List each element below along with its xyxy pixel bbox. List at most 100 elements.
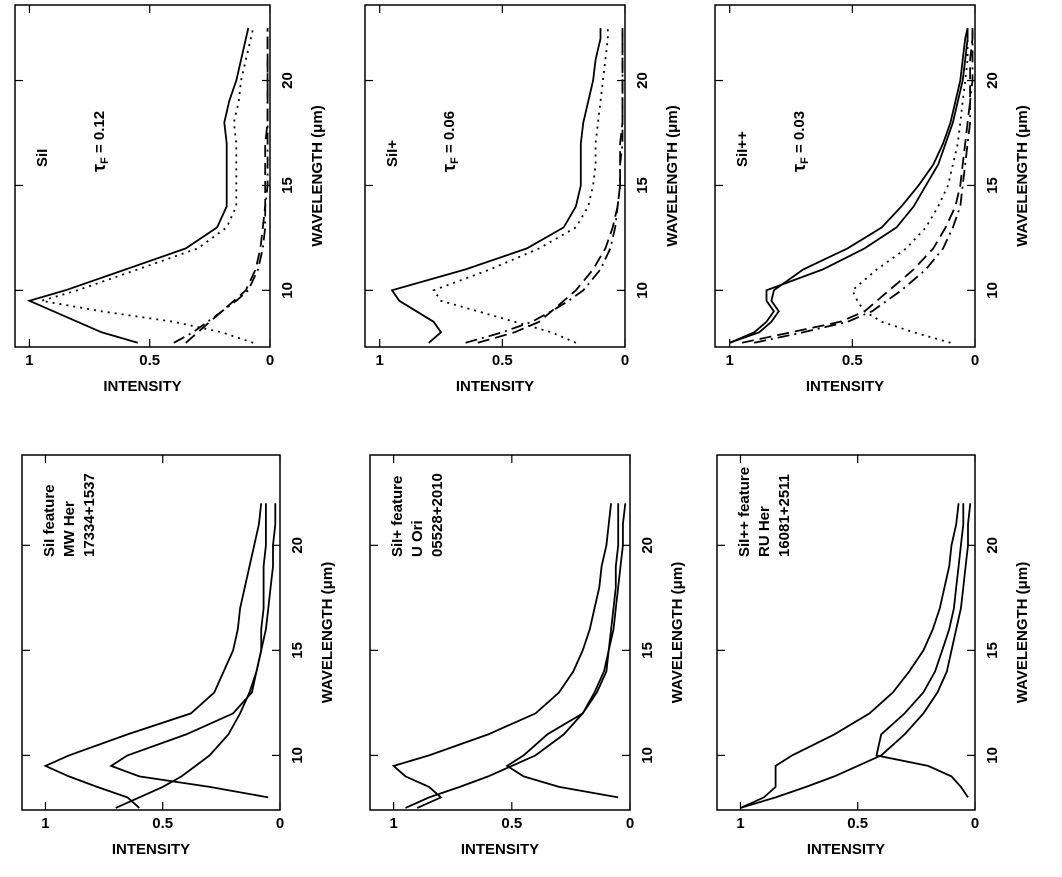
tau-value: = 0.06 [441,111,458,157]
spectrum-line [109,503,269,799]
annotation: SiI++ feature [736,467,753,557]
y-axis-label: INTENSITY [807,841,885,858]
spectrum-line [43,503,263,809]
spectrum-line [740,503,960,809]
annotation: 05528+2010 [429,473,446,557]
y-tick-label: 1 [726,352,734,369]
y-tick-label: 0.5 [152,815,173,832]
spectrum-line [390,28,602,344]
y-tick-label: 0.5 [139,352,160,369]
x-tick-label: 15 [289,642,306,659]
x-tick-label: 10 [639,747,656,764]
x-axis-label: WAVELENGTH (μm) [664,105,681,246]
panel: 10 15 20 0 0.5 1 WAVELENGTH (μm) INTENSITY SiI++… [716,454,1031,858]
tau-value: = 0.12 [91,111,108,157]
y-tick-label: 0 [276,815,284,832]
annotation: SiI++ [734,131,751,167]
annotation: MW Her [61,501,78,557]
annotation: SiI [34,149,51,167]
x-axis-label: WAVELENGTH (μm) [1014,562,1031,703]
y-tick-label: 1 [41,815,49,832]
x-axis-label: WAVELENGTH (μm) [319,562,336,703]
tau-annotation: τF = 0.03 [789,111,811,172]
y-tick-label: 1 [376,352,384,369]
panel: 10 15 20 0 0.5 1 WAVELENGTH (μm) INTENSITY SiI+ … [369,454,686,858]
x-axis-label: WAVELENGTH (μm) [309,105,326,246]
tau-subscript: F [449,157,461,164]
spectrum-line [851,28,969,344]
spectrum-line [465,28,624,344]
x-tick-label: 10 [984,747,1001,764]
x-tick-label: 20 [289,537,306,554]
panel: 10 15 20 0 0.5 1 WAVELENGTH (μm) INTENSITY SiI+ τ… [364,4,681,395]
x-tick-label: 15 [984,177,1001,194]
y-tick-label: 1 [736,815,744,832]
annotation: SiI+ [384,140,401,167]
y-tick-label: 0.5 [842,352,863,369]
spectrum-line [729,27,969,344]
spectrum-line [173,28,269,344]
x-tick-label: 15 [639,642,656,659]
spectrum-line [754,28,974,344]
spectrum-line [505,503,620,799]
spectrum-line [740,503,972,809]
plot-frame [21,454,281,811]
y-axis-label: INTENSITY [461,841,539,858]
x-tick-label: 15 [984,642,1001,659]
tau-annotation: τF = 0.06 [439,111,461,172]
tau-subscript: F [99,157,111,164]
tau-symbol: τ [789,164,809,172]
y-tick-label: 0 [266,352,274,369]
y-tick-label: 0 [626,815,634,832]
x-tick-label: 10 [289,747,306,764]
panel: 10 15 20 0 0.5 1 WAVELENGTH (μm) INTENSITY SiI++… [714,4,1031,395]
y-axis-label: INTENSITY [806,378,884,395]
spectrum-line [405,503,627,809]
plot-frame [14,4,271,348]
y-tick-label: 0.5 [847,815,868,832]
y-tick-label: 1 [25,352,33,369]
panel: 10 15 20 0 0.5 1 WAVELENGTH (μm) INTENSITY SiI τF… [14,4,326,395]
annotation: RU Her [756,506,773,557]
annotation: 16081+2511 [776,474,793,557]
y-tick-label: 1 [389,815,397,832]
spectrum-line [729,28,969,344]
x-axis-label: WAVELENGTH (μm) [1014,105,1031,246]
x-tick-label: 15 [279,177,296,194]
x-tick-label: 10 [279,282,296,299]
annotation: SiI feature [41,484,58,557]
y-tick-label: 0 [621,352,629,369]
spectrum-line [115,503,277,809]
plot-frame [716,454,976,811]
annotation: 17334+1537 [81,473,98,557]
y-axis-label: INTENSITY [103,378,181,395]
y-tick-label: 0 [971,815,979,832]
tau-subscript: F [799,157,811,164]
spectrum-line [26,27,250,344]
y-axis-label: INTENSITY [456,378,534,395]
x-axis-label: WAVELENGTH (μm) [669,562,686,703]
plot-frame [714,4,976,348]
tau-annotation: τF = 0.12 [89,111,111,172]
y-axis-label: INTENSITY [112,841,190,858]
annotation: SiI+ feature [389,476,406,557]
y-tick-label: 0 [971,352,979,369]
spectrum-line [391,503,612,809]
spectrum-line [741,28,974,344]
tau-value: = 0.03 [791,111,808,157]
x-tick-label: 10 [984,282,1001,299]
x-tick-label: 20 [279,72,296,89]
plot-frame [364,4,626,348]
y-tick-label: 0.5 [492,352,513,369]
x-tick-label: 20 [639,537,656,554]
spectrum-line [477,28,624,344]
spectrum-line [875,503,969,798]
plot-frame [369,454,631,811]
x-tick-label: 20 [984,72,1001,89]
spectrum-line [41,27,255,344]
x-tick-label: 15 [634,177,651,194]
annotation: U Ori [409,520,426,557]
x-tick-label: 20 [634,72,651,89]
